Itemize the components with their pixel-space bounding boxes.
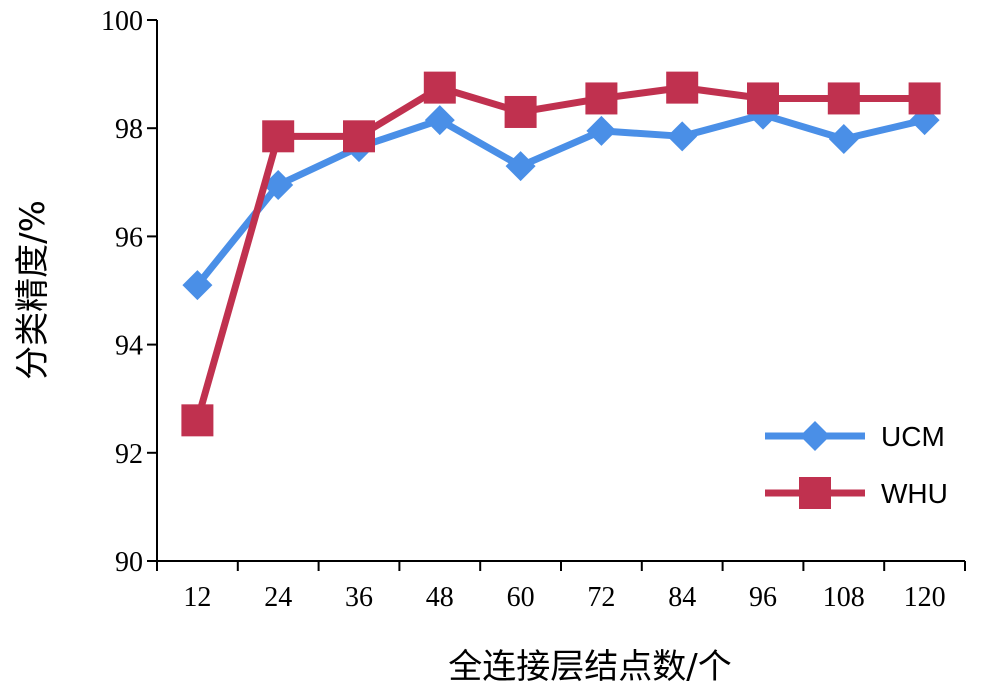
y-tick-label: 94 <box>115 331 143 362</box>
series-line-whu <box>194 84 925 422</box>
data-point-whu <box>747 82 779 115</box>
x-tick-label: 12 <box>183 582 211 613</box>
data-point-ucm <box>667 121 698 152</box>
legend-item-whu: WHU <box>765 477 948 509</box>
legend: UCM WHU <box>765 421 948 509</box>
x-axis-ticks: 12 24 36 48 60 72 84 96 108 120 <box>156 561 966 613</box>
y-tick-label: 98 <box>115 114 143 145</box>
data-point-whu <box>585 82 618 115</box>
data-point-whu <box>262 120 295 153</box>
data-point-ucm <box>586 115 617 146</box>
legend-item-ucm: UCM <box>765 421 945 452</box>
data-point-whu <box>343 120 375 153</box>
data-point-ucm <box>828 124 859 155</box>
x-tick-label: 60 <box>507 582 535 613</box>
legend-marker-whu <box>799 477 831 509</box>
x-tick-label: 36 <box>345 582 373 613</box>
x-tick-label: 96 <box>749 582 777 613</box>
x-tick-label: 48 <box>426 582 454 613</box>
data-point-whu <box>181 404 214 437</box>
series-whu <box>181 71 941 437</box>
data-point-ucm <box>182 270 213 301</box>
x-tick-label: 108 <box>823 582 865 613</box>
data-point-whu <box>423 71 456 104</box>
data-point-whu <box>827 82 860 115</box>
data-point-whu <box>666 71 699 104</box>
data-point-ucm <box>424 105 455 136</box>
y-tick-label: 96 <box>115 222 143 253</box>
y-tick-label: 92 <box>115 439 143 470</box>
series-layer <box>181 71 941 437</box>
y-axis-title: 分类精度/% <box>13 200 53 380</box>
data-point-whu <box>908 82 941 115</box>
y-tick-label: 90 <box>115 547 143 578</box>
data-point-ucm <box>505 151 536 182</box>
data-point-whu <box>504 95 537 128</box>
y-axis-ticks: 90 92 94 96 98 100 <box>101 6 157 578</box>
x-tick-label: 72 <box>587 582 615 613</box>
legend-marker-ucm <box>800 421 830 451</box>
x-tick-label: 24 <box>264 582 292 613</box>
data-point-ucm <box>263 170 294 201</box>
series-ucm <box>182 99 940 301</box>
legend-label-ucm: UCM <box>881 421 945 452</box>
legend-label-whu: WHU <box>881 478 948 509</box>
y-tick-label: 100 <box>101 6 143 37</box>
x-axis-title: 全连接层结点数/个 <box>448 647 731 687</box>
series-line-ucm <box>194 111 926 288</box>
x-tick-label: 84 <box>668 582 696 613</box>
x-tick-label: 120 <box>904 582 946 613</box>
